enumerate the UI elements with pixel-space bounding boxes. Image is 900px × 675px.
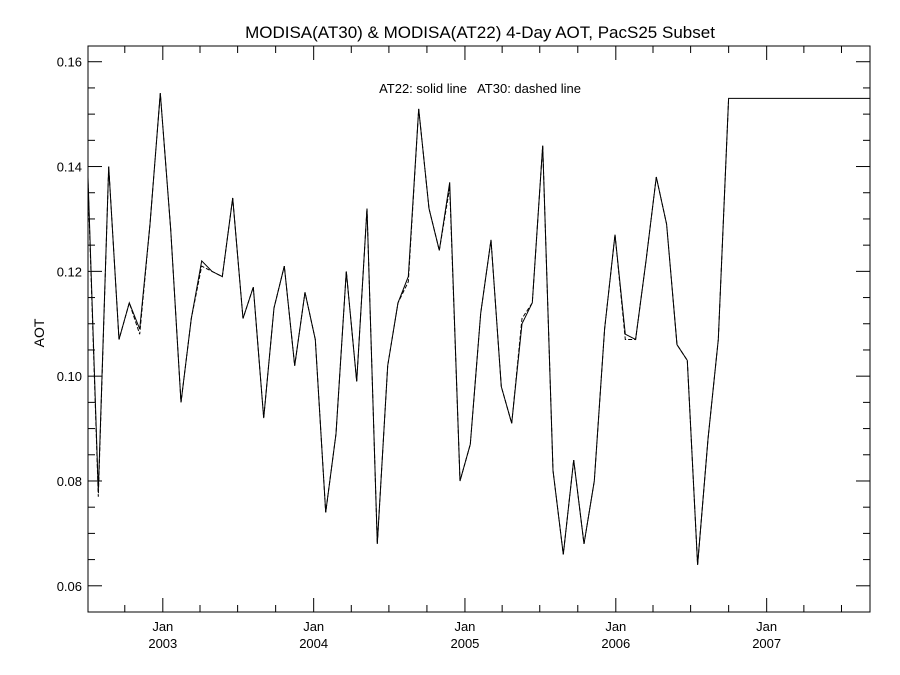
y-tick-label: 0.08 <box>57 474 82 489</box>
x-axis: Jan 2003 Jan 2004 Jan 2005 Jan 2006 Jan 2007 <box>124 46 842 651</box>
x-tick-year-label: 2006 <box>601 636 630 651</box>
chart-title: MODISA(AT30) & MODISA(AT22) 4-Day AOT, P… <box>245 23 715 42</box>
x-tick-month-label: Jan <box>454 619 475 634</box>
x-tick-month-label: Jan <box>605 619 626 634</box>
y-tick-label: 0.10 <box>57 369 82 384</box>
series-layer <box>87 93 870 565</box>
x-tick-month-label: Jan <box>756 619 777 634</box>
plot-frame <box>87 45 871 613</box>
y-axis-label: AOT <box>31 318 47 347</box>
series-line-at30 <box>87 93 730 565</box>
x-tick-year-label: 2004 <box>299 636 328 651</box>
x-tick-month-label: Jan <box>303 619 324 634</box>
y-axis: 0.06 0.08 0.10 0.12 0.14 0.16 <box>57 55 870 594</box>
x-tick-year-label: 2005 <box>450 636 479 651</box>
y-tick-label: 0.12 <box>57 264 82 279</box>
y-tick-label: 0.16 <box>57 55 82 70</box>
y-tick-label: 0.14 <box>57 160 82 175</box>
x-tick-year-label: 2007 <box>752 636 781 651</box>
y-tick-label: 0.06 <box>57 579 82 594</box>
line-style-annotation: AT22: solid line AT30: dashed line <box>379 81 581 96</box>
x-tick-month-label: Jan <box>152 619 173 634</box>
x-tick-year-label: 2003 <box>148 636 177 651</box>
